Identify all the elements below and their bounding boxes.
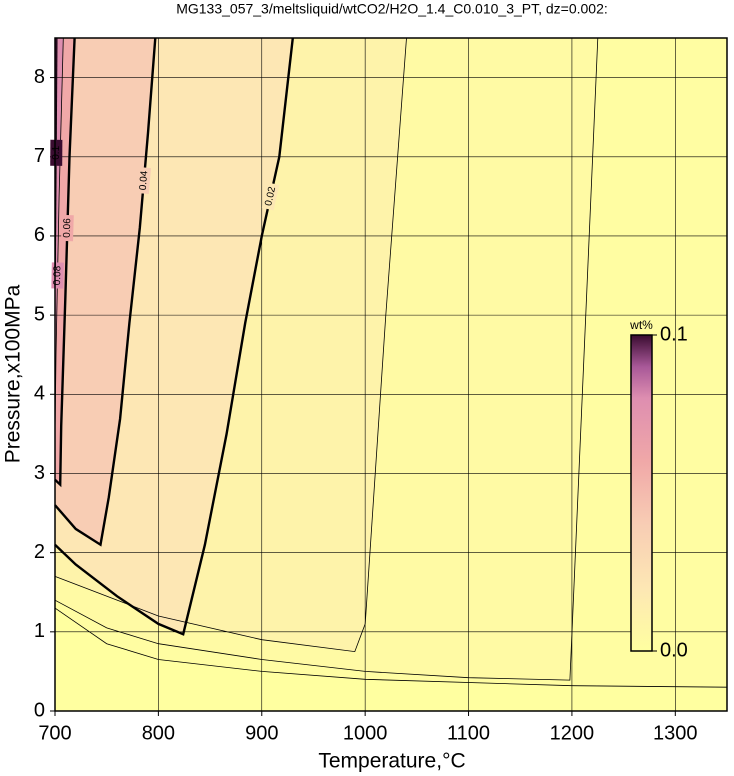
colorbar [630,334,653,652]
y-tick-label: 8 [34,66,45,88]
y-tick-label: 4 [34,383,45,405]
contour-label-group: 0.02 [261,182,280,211]
y-tick-label: 7 [34,145,45,167]
plot-frame [54,37,728,712]
contour-label-group: 0.04 [136,167,152,194]
contour-label: 0.02 [263,185,278,207]
x-tick-label: 800 [142,722,175,744]
contour-label-bg [136,167,152,194]
y-tick-label: 3 [34,462,45,484]
contour-line [54,37,407,653]
contour-fill [55,38,156,545]
y-axis-label: Pressure,x100MPa [2,284,25,463]
x-tick-label: 700 [38,722,71,744]
colorbar-label: wt% [629,318,653,332]
contour-label: 0.1 [51,145,62,159]
x-tick-label: 1100 [447,722,490,744]
contour-label-group: 0.06 [61,214,74,242]
x-tick-label: 1200 [550,722,595,744]
y-tick-label: 1 [34,620,45,642]
colorbar-tick-label: 0.0 [660,639,688,661]
x-tick-label: 1300 [653,722,698,744]
contour-line [54,37,157,547]
contour-line [54,37,76,488]
x-tick-label: 1000 [343,722,388,744]
y-tick-label: 0 [34,699,45,721]
contour-label: 0.08 [52,265,63,285]
chart-title: MG133_057_3/meltsliquid/wtCO2/H2O_1.4_C0… [176,1,608,17]
contour-label-bg [261,182,280,211]
x-axis-label: Temperature,°C [318,750,465,773]
y-tick-label: 5 [34,303,45,325]
contour-line [54,607,728,688]
colorbar-tick-label: 0.1 [660,323,688,345]
contour-label-group: 0.1 [50,139,63,166]
contour-label: 0.04 [138,170,151,191]
y-tick-label: 6 [34,224,45,246]
x-tick-label: 900 [245,722,278,744]
y-tick-label: 2 [34,541,45,563]
contour-fill [55,38,64,434]
contour-line [54,37,294,636]
contour-line [54,37,599,681]
contour-label-bg [50,139,63,166]
contour-label: 0.06 [62,218,74,238]
contour-label-group: 0.08 [51,262,64,289]
contour-label-bg [61,214,74,242]
